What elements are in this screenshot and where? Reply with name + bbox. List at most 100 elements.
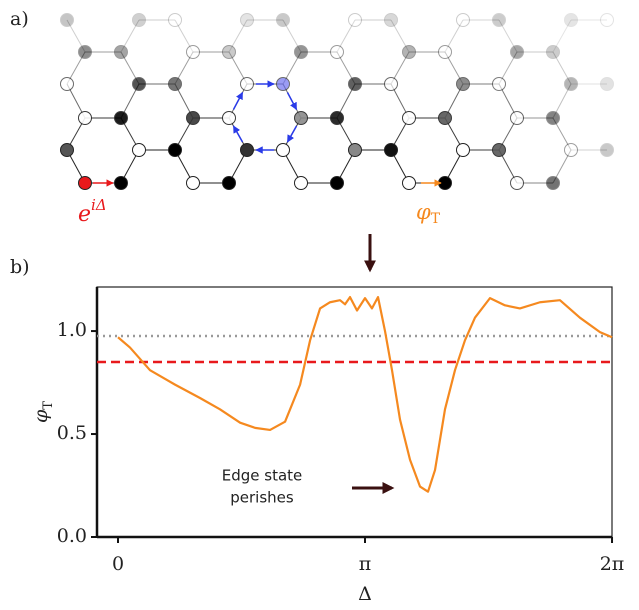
panel-label: b) bbox=[10, 256, 30, 278]
site bbox=[438, 111, 452, 125]
bond bbox=[498, 19, 518, 53]
site bbox=[240, 77, 254, 91]
lattice bbox=[60, 13, 614, 190]
site bbox=[510, 176, 524, 190]
site bbox=[78, 45, 92, 59]
x-tick-label: 0 bbox=[112, 553, 124, 575]
site bbox=[294, 176, 308, 190]
site bbox=[456, 13, 470, 27]
input-base: e bbox=[78, 202, 91, 227]
y-tick-label: 0.5 bbox=[57, 422, 87, 444]
site bbox=[186, 176, 200, 190]
site bbox=[132, 13, 146, 27]
current-arrow bbox=[286, 92, 298, 111]
annotation: Edge state bbox=[222, 467, 303, 485]
site bbox=[348, 143, 362, 157]
site bbox=[60, 13, 74, 27]
site bbox=[186, 111, 200, 125]
site bbox=[564, 77, 578, 91]
data-line bbox=[117, 295, 613, 493]
site bbox=[456, 143, 470, 157]
input-label: eiΔ bbox=[78, 196, 107, 227]
site bbox=[78, 111, 92, 125]
site bbox=[510, 111, 524, 125]
bond bbox=[120, 19, 140, 53]
y-tick-label: 1.0 bbox=[57, 319, 87, 341]
site bbox=[564, 143, 578, 157]
current-arrow bbox=[286, 125, 298, 143]
bond bbox=[228, 19, 248, 53]
site bbox=[600, 77, 614, 91]
site bbox=[240, 13, 254, 27]
site bbox=[276, 77, 290, 91]
site bbox=[546, 176, 560, 190]
site bbox=[276, 13, 290, 27]
site bbox=[222, 176, 236, 190]
site bbox=[114, 176, 128, 190]
site bbox=[438, 45, 452, 59]
site bbox=[456, 77, 470, 91]
site bbox=[60, 143, 74, 157]
site bbox=[492, 13, 506, 27]
input-exponent: iΔ bbox=[91, 196, 107, 214]
site bbox=[294, 111, 308, 125]
site bbox=[348, 13, 362, 27]
site bbox=[384, 143, 398, 157]
site bbox=[510, 45, 524, 59]
bond bbox=[552, 117, 572, 151]
annotation: perishes bbox=[230, 489, 294, 507]
output-label: φT bbox=[416, 200, 441, 228]
site bbox=[546, 111, 560, 125]
site bbox=[330, 45, 344, 59]
site bbox=[168, 13, 182, 27]
y-label-subscript: T bbox=[41, 401, 56, 410]
site bbox=[60, 77, 74, 91]
site bbox=[240, 143, 254, 157]
x-axis-label: Δ bbox=[358, 583, 372, 605]
panel-label: a) bbox=[10, 8, 29, 30]
y-tick-label: 0.0 bbox=[57, 525, 87, 547]
site bbox=[600, 13, 614, 27]
current-arrow bbox=[232, 125, 244, 143]
site bbox=[222, 111, 236, 125]
site bbox=[402, 176, 416, 190]
current-arrow bbox=[232, 91, 244, 110]
site bbox=[168, 143, 182, 157]
site bbox=[294, 45, 308, 59]
site bbox=[330, 111, 344, 125]
site bbox=[492, 77, 506, 91]
site bbox=[546, 45, 560, 59]
site bbox=[564, 13, 578, 27]
site bbox=[132, 143, 146, 157]
output-subscript: T bbox=[431, 211, 441, 227]
site bbox=[114, 111, 128, 125]
bond bbox=[552, 19, 572, 53]
site bbox=[222, 45, 236, 59]
x-tick-label: π bbox=[359, 553, 372, 575]
site bbox=[276, 143, 290, 157]
site bbox=[78, 176, 92, 190]
site bbox=[402, 111, 416, 125]
site bbox=[330, 176, 344, 190]
plot-frame bbox=[96, 286, 613, 538]
site bbox=[402, 45, 416, 59]
site bbox=[168, 77, 182, 91]
site bbox=[384, 13, 398, 27]
site bbox=[492, 143, 506, 157]
bond bbox=[174, 19, 194, 53]
x-tick-label: 2π bbox=[600, 553, 625, 575]
bond bbox=[66, 19, 86, 53]
bond bbox=[282, 19, 302, 53]
bond bbox=[552, 83, 572, 119]
site bbox=[600, 143, 614, 157]
output-base: φ bbox=[416, 200, 431, 224]
bond bbox=[444, 19, 464, 53]
site bbox=[348, 77, 362, 91]
chart: 0.0 0.5 1.0 0 π 2π ΔφT Edge state perishes bbox=[30, 286, 625, 605]
site bbox=[384, 77, 398, 91]
site bbox=[186, 45, 200, 59]
site bbox=[132, 77, 146, 91]
bond bbox=[336, 19, 356, 53]
y-label-base: φ bbox=[30, 409, 52, 423]
